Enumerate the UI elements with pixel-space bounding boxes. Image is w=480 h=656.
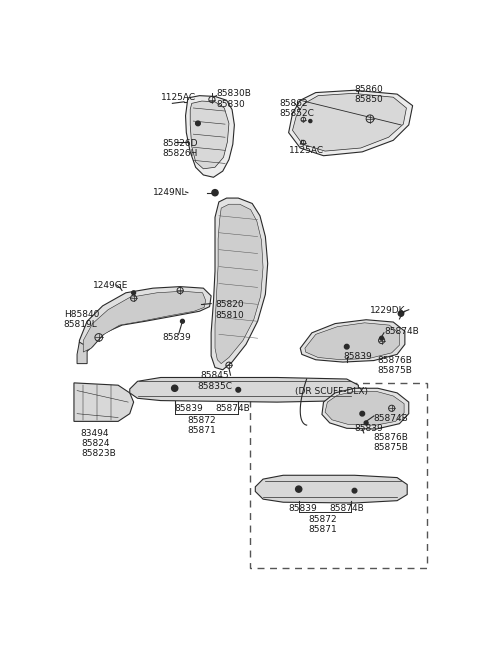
Polygon shape	[130, 377, 359, 402]
Circle shape	[172, 385, 178, 392]
Text: 85862
85852C: 85862 85852C	[279, 99, 314, 118]
Polygon shape	[305, 323, 399, 359]
Circle shape	[196, 121, 200, 126]
Text: 85820
85810: 85820 85810	[215, 300, 244, 320]
Text: 85874B: 85874B	[384, 327, 419, 336]
Text: 85874B: 85874B	[374, 414, 408, 422]
Circle shape	[236, 388, 240, 392]
Text: 83494: 83494	[81, 429, 109, 438]
Text: 1125AC: 1125AC	[288, 146, 324, 155]
Text: 85830B
85830: 85830B 85830	[216, 89, 252, 109]
Polygon shape	[77, 342, 87, 363]
Polygon shape	[215, 204, 263, 363]
Text: 85839: 85839	[162, 333, 191, 342]
Polygon shape	[255, 475, 407, 503]
Polygon shape	[325, 392, 404, 425]
Polygon shape	[322, 388, 409, 429]
Bar	[250, 383, 427, 567]
Polygon shape	[83, 291, 206, 352]
Text: 85839: 85839	[355, 424, 383, 433]
Circle shape	[352, 488, 357, 493]
Text: 85874B: 85874B	[330, 504, 364, 513]
Text: 85826D
85826H: 85826D 85826H	[162, 139, 198, 158]
Polygon shape	[288, 91, 413, 155]
Text: 85845
85835C: 85845 85835C	[197, 371, 232, 391]
Circle shape	[380, 337, 384, 340]
Text: 85872
85871: 85872 85871	[188, 416, 216, 436]
Circle shape	[180, 319, 184, 323]
Circle shape	[398, 311, 404, 316]
Circle shape	[364, 421, 368, 425]
Text: 1249GE: 1249GE	[93, 281, 128, 290]
Text: 1249NL: 1249NL	[153, 188, 188, 197]
Text: 85874B: 85874B	[215, 403, 250, 413]
Polygon shape	[300, 319, 405, 362]
Circle shape	[309, 119, 312, 123]
Text: 85876B
85875B: 85876B 85875B	[378, 356, 413, 375]
Text: 85839: 85839	[343, 352, 372, 361]
Text: 85872
85871: 85872 85871	[308, 514, 337, 534]
Polygon shape	[292, 93, 407, 151]
Polygon shape	[74, 383, 133, 421]
Text: 85876B
85875B: 85876B 85875B	[374, 433, 409, 453]
Polygon shape	[190, 101, 229, 169]
Polygon shape	[79, 287, 211, 354]
Circle shape	[132, 291, 135, 295]
Text: 85839: 85839	[175, 403, 204, 413]
Text: 85839: 85839	[288, 504, 317, 513]
Text: 85860
85850: 85860 85850	[355, 85, 383, 104]
Text: 1229DK: 1229DK	[370, 306, 406, 315]
Text: 1125AC: 1125AC	[161, 92, 196, 102]
Circle shape	[345, 344, 349, 349]
Polygon shape	[186, 96, 234, 177]
Circle shape	[296, 486, 302, 492]
Polygon shape	[211, 198, 268, 370]
Text: H85840
85819L: H85840 85819L	[64, 310, 99, 329]
Circle shape	[360, 411, 365, 416]
Text: (DR SCUFF-DLX): (DR SCUFF-DLX)	[295, 387, 368, 396]
Text: 85824
85823B: 85824 85823B	[82, 439, 117, 459]
Circle shape	[212, 190, 218, 195]
